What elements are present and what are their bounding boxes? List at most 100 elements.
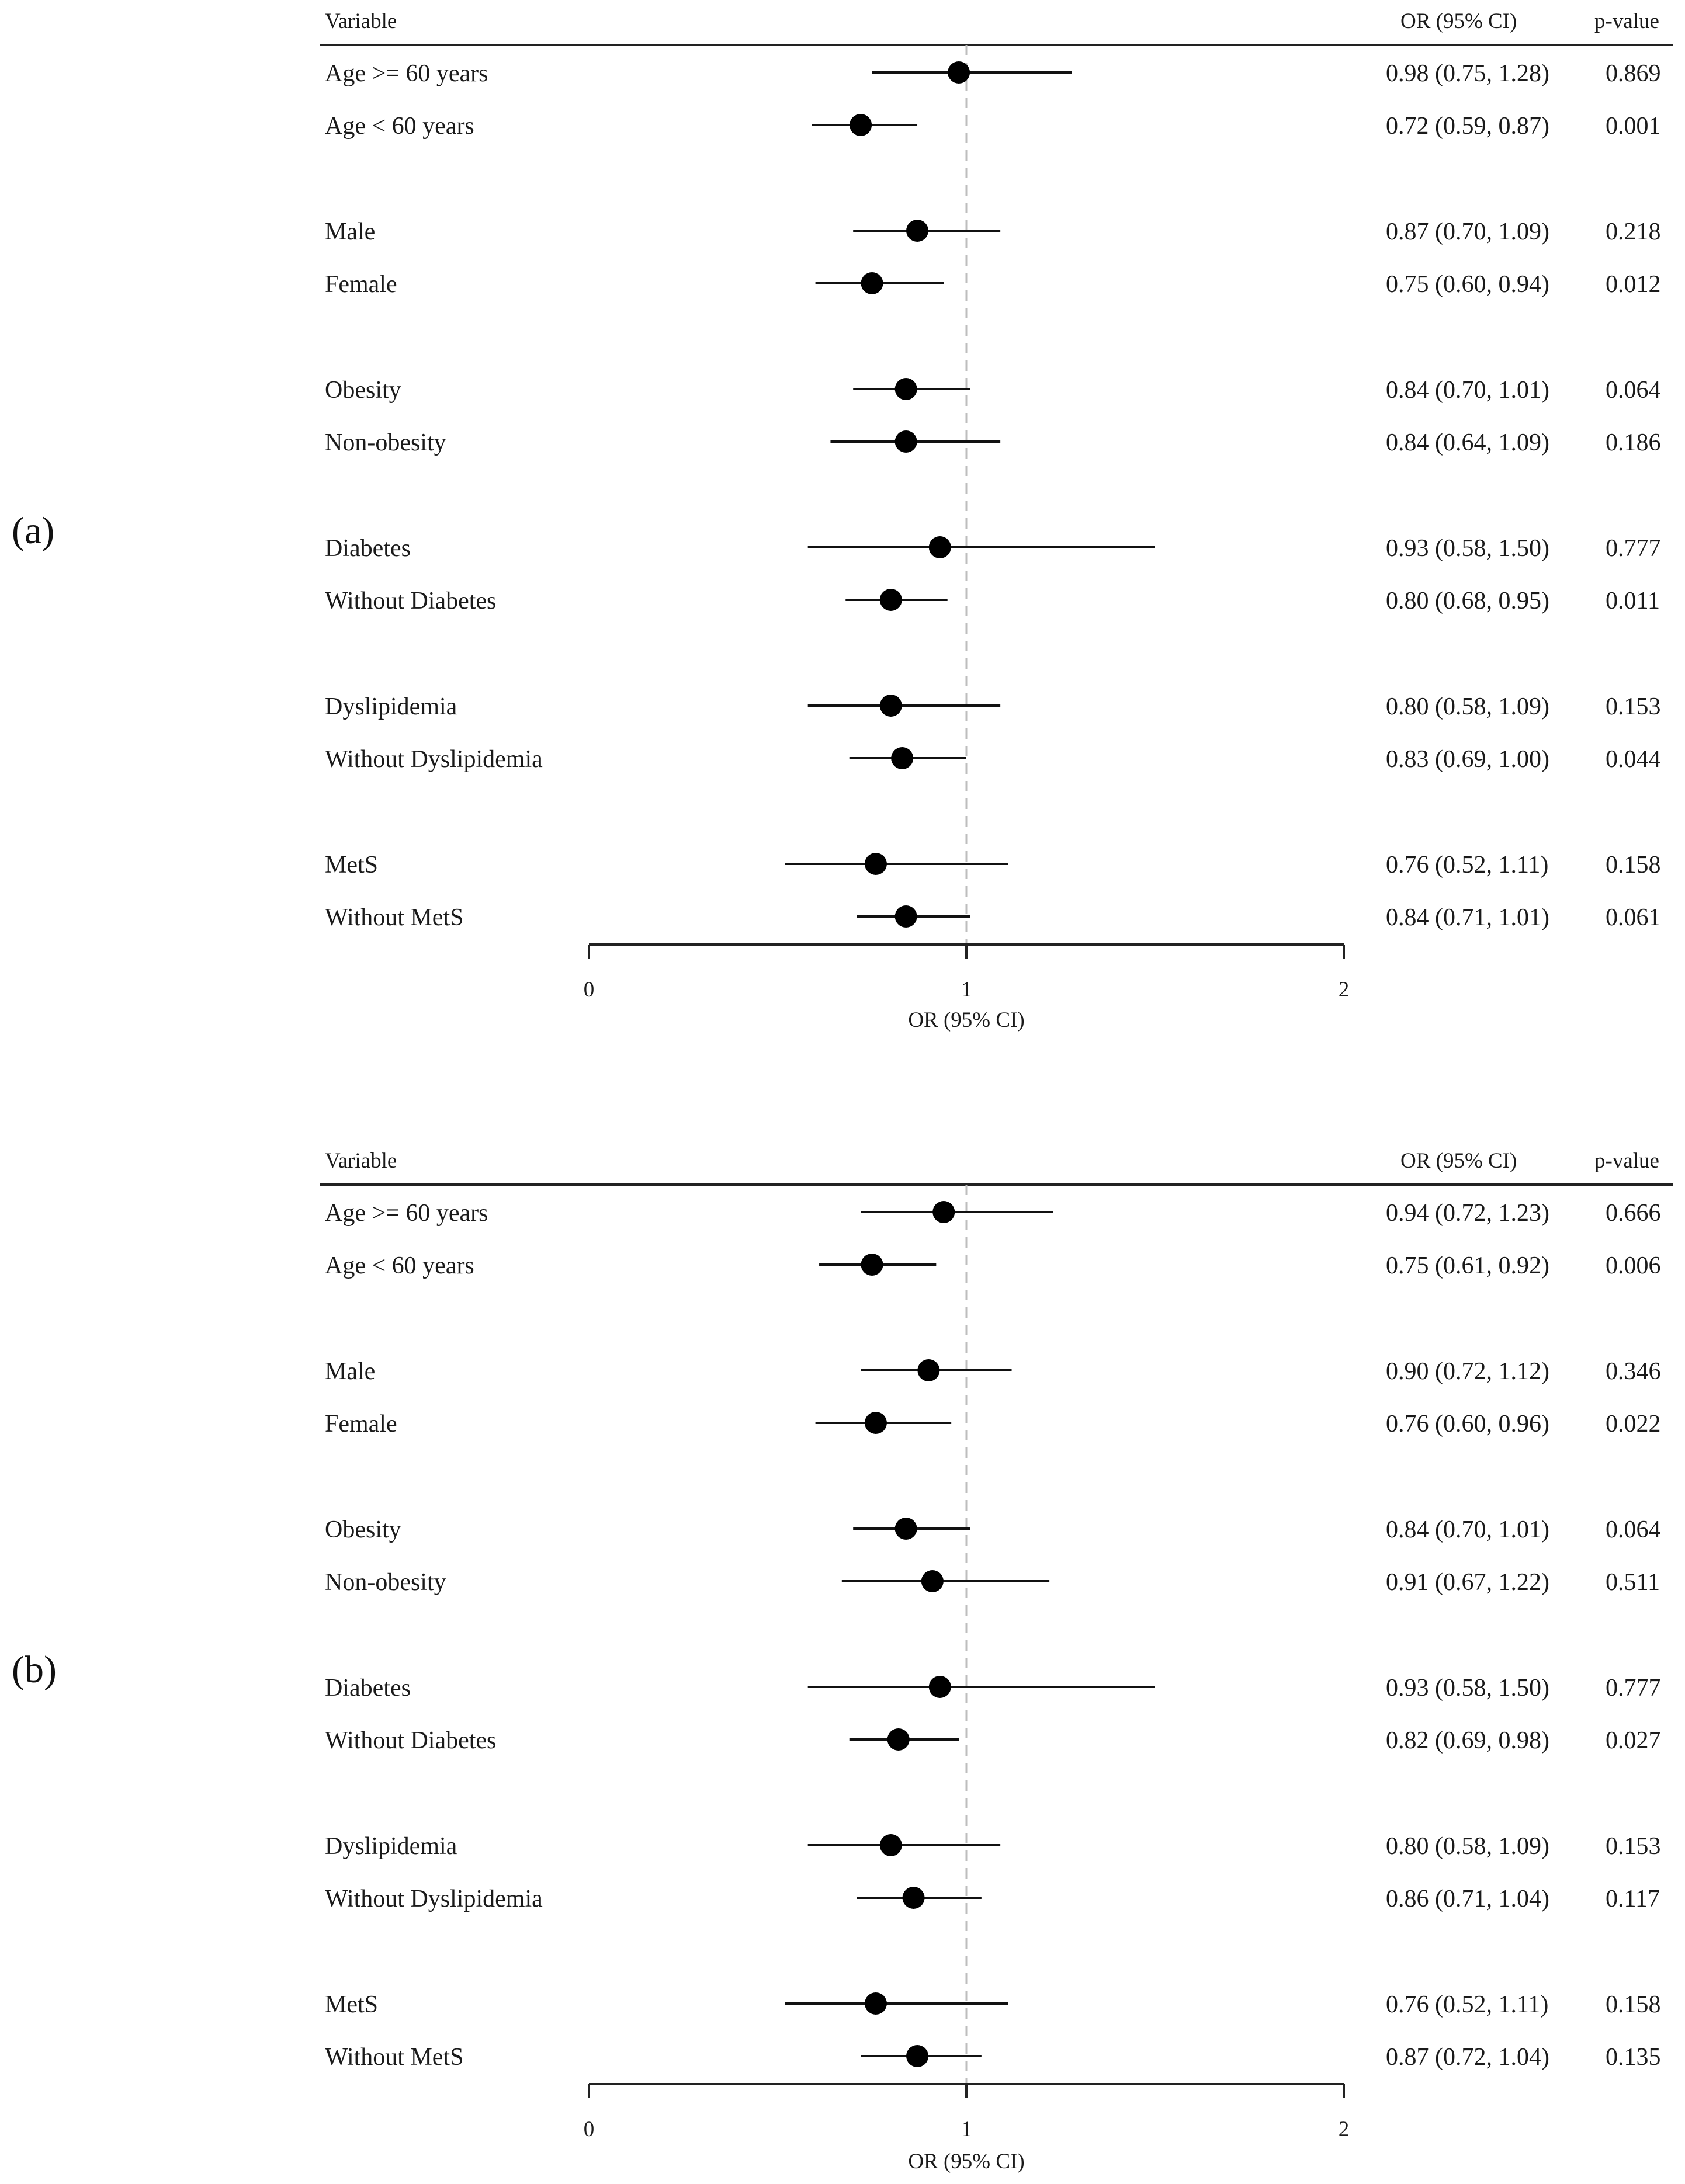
forest-row: Age >= 60 years 0.94 (0.72, 1.23) 0.666 bbox=[325, 1200, 1661, 1227]
row-label: Age < 60 years bbox=[325, 113, 474, 140]
p-value: 0.511 bbox=[1606, 1569, 1660, 1596]
or-ci-value: 0.82 (0.69, 0.98) bbox=[1386, 1727, 1549, 1754]
forest-row: Obesity 0.84 (0.70, 1.01) 0.064 bbox=[325, 1516, 1661, 1543]
p-value: 0.012 bbox=[1606, 271, 1661, 298]
row-label: Diabetes bbox=[325, 1675, 411, 1702]
row-label: Without Dyslipidemia bbox=[325, 1886, 543, 1912]
variable-column-header: Variable bbox=[325, 1149, 397, 1173]
row-label: Non-obesity bbox=[325, 429, 446, 456]
variable-column-header: Variable bbox=[325, 9, 397, 33]
forest-row: Non-obesity 0.91 (0.67, 1.22) 0.511 bbox=[325, 1569, 1660, 1596]
p-value: 0.064 bbox=[1606, 377, 1661, 404]
or-ci-value: 0.98 (0.75, 1.28) bbox=[1386, 60, 1549, 87]
row-label: Obesity bbox=[325, 1516, 401, 1543]
row-label: Age >= 60 years bbox=[325, 60, 488, 87]
or-ci-value: 0.90 (0.72, 1.12) bbox=[1386, 1358, 1549, 1385]
row-label: Female bbox=[325, 271, 397, 298]
estimate-point bbox=[928, 536, 951, 558]
estimate-point bbox=[891, 747, 914, 769]
pvalue-column-header: p-value bbox=[1594, 9, 1659, 33]
x-axis-title: OR (95% CI) bbox=[908, 2150, 1024, 2173]
forest-row: Diabetes 0.93 (0.58, 1.50) 0.777 bbox=[325, 535, 1661, 562]
x-axis: 0 1 2 OR (95% CI) bbox=[584, 2083, 1350, 2173]
forest-row: Age < 60 years 0.75 (0.61, 0.92) 0.006 bbox=[325, 1252, 1661, 1279]
x-axis: 0 1 2 OR (95% CI) bbox=[584, 943, 1350, 1032]
or-ci-value: 0.84 (0.70, 1.01) bbox=[1386, 377, 1549, 404]
row-label: Male bbox=[325, 218, 375, 245]
or-ci-value: 0.93 (0.58, 1.50) bbox=[1386, 1675, 1549, 1702]
p-value: 0.346 bbox=[1606, 1358, 1661, 1385]
p-value: 0.064 bbox=[1606, 1516, 1661, 1543]
or-ci-value: 0.80 (0.68, 0.95) bbox=[1386, 588, 1549, 614]
p-value: 0.001 bbox=[1606, 113, 1661, 140]
or-ci-column-header: OR (95% CI) bbox=[1400, 9, 1517, 33]
or-ci-value: 0.80 (0.58, 1.09) bbox=[1386, 693, 1549, 720]
p-value: 0.022 bbox=[1606, 1411, 1661, 1438]
p-value: 0.027 bbox=[1606, 1727, 1661, 1754]
forest-row: MetS 0.76 (0.52, 1.11) 0.158 bbox=[325, 1991, 1661, 2018]
row-label: Male bbox=[325, 1358, 375, 1385]
or-ci-value: 0.75 (0.61, 0.92) bbox=[1386, 1252, 1549, 1279]
forest-rows: Age >= 60 years 0.98 (0.75, 1.28) 0.869 … bbox=[325, 60, 1661, 931]
p-value: 0.218 bbox=[1606, 218, 1661, 245]
or-ci-value: 0.80 (0.58, 1.09) bbox=[1386, 1833, 1549, 1860]
forest-row: Diabetes 0.93 (0.58, 1.50) 0.777 bbox=[325, 1675, 1661, 1702]
or-ci-value: 0.76 (0.52, 1.11) bbox=[1386, 1991, 1548, 2018]
or-ci-value: 0.72 (0.59, 0.87) bbox=[1386, 113, 1549, 140]
x-tick-label: 1 bbox=[961, 2117, 972, 2141]
estimate-point bbox=[850, 114, 872, 136]
estimate-point bbox=[887, 1728, 910, 1751]
row-label: Without MetS bbox=[325, 904, 463, 931]
forest-row: Obesity 0.84 (0.70, 1.01) 0.064 bbox=[325, 377, 1661, 404]
p-value: 0.117 bbox=[1606, 1886, 1660, 1912]
or-ci-value: 0.76 (0.60, 0.96) bbox=[1386, 1411, 1549, 1438]
forest-rows: Age >= 60 years 0.94 (0.72, 1.23) 0.666 … bbox=[325, 1200, 1661, 2071]
p-value: 0.153 bbox=[1606, 1833, 1661, 1860]
row-label: Non-obesity bbox=[325, 1569, 446, 1596]
row-label: Without MetS bbox=[325, 2044, 463, 2071]
forest-row: Non-obesity 0.84 (0.64, 1.09) 0.186 bbox=[325, 429, 1661, 456]
estimate-point bbox=[864, 853, 887, 875]
forest-panel-a: (a) Variable OR (95% CI) p-value Age >= … bbox=[12, 9, 1673, 1032]
estimate-point bbox=[928, 1676, 951, 1698]
estimate-point bbox=[932, 1201, 955, 1223]
p-value: 0.011 bbox=[1606, 588, 1660, 614]
or-ci-value: 0.75 (0.60, 0.94) bbox=[1386, 271, 1549, 298]
panel-label: (b) bbox=[12, 1648, 57, 1691]
x-tick-label: 2 bbox=[1339, 2117, 1350, 2141]
or-ci-value: 0.84 (0.71, 1.01) bbox=[1386, 904, 1549, 931]
row-label: Female bbox=[325, 1411, 397, 1438]
estimate-point bbox=[879, 695, 902, 717]
estimate-point bbox=[894, 430, 917, 453]
p-value: 0.153 bbox=[1606, 693, 1661, 720]
row-label: Obesity bbox=[325, 377, 401, 404]
x-tick-label: 2 bbox=[1339, 978, 1350, 1002]
forest-row: Age < 60 years 0.72 (0.59, 0.87) 0.001 bbox=[325, 113, 1661, 140]
row-label: Age < 60 years bbox=[325, 1252, 474, 1279]
pvalue-column-header: p-value bbox=[1594, 1149, 1659, 1173]
estimate-point bbox=[864, 1412, 887, 1434]
estimate-point bbox=[894, 905, 917, 928]
row-label: Without Diabetes bbox=[325, 588, 496, 614]
p-value: 0.135 bbox=[1606, 2044, 1661, 2071]
estimate-point bbox=[948, 61, 970, 84]
p-value: 0.006 bbox=[1606, 1252, 1661, 1279]
p-value: 0.666 bbox=[1606, 1200, 1661, 1227]
p-value: 0.061 bbox=[1606, 904, 1661, 931]
p-value: 0.869 bbox=[1606, 60, 1661, 87]
estimate-point bbox=[921, 1570, 944, 1592]
forest-row: Female 0.76 (0.60, 0.96) 0.022 bbox=[325, 1411, 1661, 1438]
forest-row: Male 0.90 (0.72, 1.12) 0.346 bbox=[325, 1358, 1661, 1385]
estimate-point bbox=[879, 1834, 902, 1856]
or-ci-value: 0.76 (0.52, 1.11) bbox=[1386, 852, 1548, 879]
forest-row: Dyslipidemia 0.80 (0.58, 1.09) 0.153 bbox=[325, 693, 1661, 720]
estimate-point bbox=[861, 272, 883, 294]
forest-row: MetS 0.76 (0.52, 1.11) 0.158 bbox=[325, 852, 1661, 879]
row-label: Without Diabetes bbox=[325, 1727, 496, 1754]
forest-row: Without Diabetes 0.80 (0.68, 0.95) 0.011 bbox=[325, 588, 1660, 614]
x-tick-label: 0 bbox=[584, 978, 595, 1002]
x-tick-label: 1 bbox=[961, 978, 972, 1002]
estimate-point bbox=[906, 2045, 929, 2067]
forest-row: Dyslipidemia 0.80 (0.58, 1.09) 0.153 bbox=[325, 1833, 1661, 1860]
